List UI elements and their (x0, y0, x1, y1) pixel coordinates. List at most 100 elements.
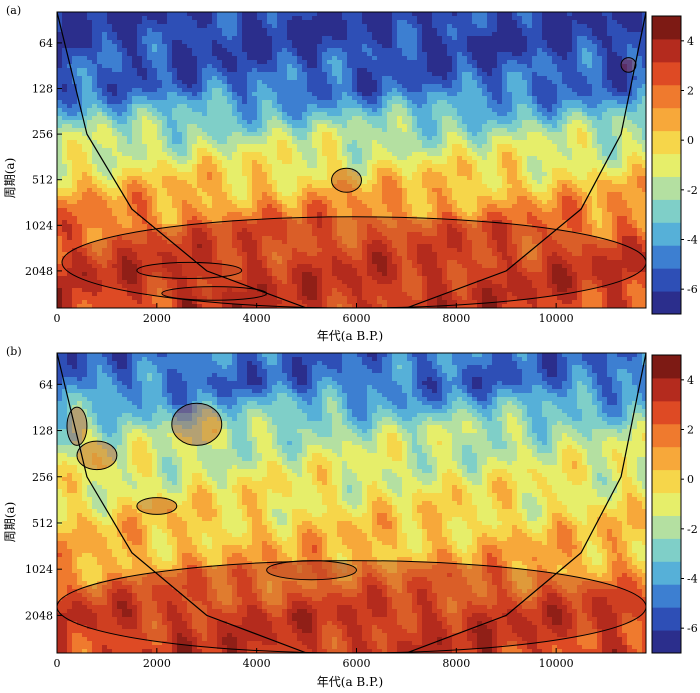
heatmap-cell (77, 180, 83, 185)
heatmap-cell (587, 72, 593, 77)
heatmap-cell (527, 80, 533, 85)
heatmap-cell (422, 128, 428, 133)
heatmap-cell (207, 64, 213, 69)
heatmap-cell (462, 136, 468, 141)
heatmap-cell (622, 68, 628, 73)
heatmap-cell (402, 120, 408, 125)
heatmap-cell (522, 28, 528, 33)
heatmap-cell (597, 40, 603, 45)
heatmap-cell (522, 40, 528, 45)
heatmap-cell (347, 80, 353, 85)
heatmap-cell (567, 144, 573, 149)
heatmap-cell (207, 60, 213, 65)
heatmap-cell (357, 20, 363, 25)
heatmap-cell (547, 28, 553, 33)
heatmap-cell (532, 20, 538, 25)
heatmap-cell (432, 176, 438, 181)
heatmap-cell (582, 148, 588, 153)
heatmap-cell (337, 108, 343, 113)
heatmap-cell (147, 144, 153, 149)
heatmap-cell (342, 104, 348, 109)
heatmap-cell (392, 72, 398, 77)
heatmap-cell (587, 84, 593, 89)
heatmap-cell (102, 156, 108, 161)
heatmap-cell (632, 92, 638, 97)
heatmap-cell (222, 124, 228, 129)
heatmap-cell (82, 140, 88, 145)
heatmap-cell (107, 76, 113, 81)
heatmap-cell (557, 144, 563, 149)
heatmap-cell (67, 84, 73, 89)
heatmap-cell (612, 116, 618, 121)
heatmap-cell (507, 160, 513, 165)
heatmap-cell (132, 156, 138, 161)
heatmap-cell (197, 24, 203, 29)
heatmap-cell (77, 148, 83, 153)
heatmap-cell (627, 72, 633, 77)
heatmap-cell (437, 164, 443, 169)
heatmap-cell (537, 68, 543, 73)
heatmap-cell (152, 164, 158, 169)
heatmap-cell (157, 80, 163, 85)
heatmap-cell (627, 56, 633, 61)
heatmap-cell (287, 56, 293, 61)
heatmap-cell (117, 108, 123, 113)
heatmap-cell (512, 156, 518, 161)
heatmap-cell (342, 120, 348, 125)
heatmap-cell (322, 128, 328, 133)
heatmap-cell (327, 168, 333, 173)
heatmap-cell (552, 144, 558, 149)
heatmap-cell (637, 176, 643, 181)
heatmap-cell (77, 32, 83, 37)
heatmap-cell (552, 40, 558, 45)
heatmap-cell (642, 176, 646, 181)
heatmap-cell (307, 124, 313, 129)
heatmap-cell (412, 68, 418, 73)
heatmap-cell (322, 156, 328, 161)
heatmap-cell (102, 116, 108, 121)
heatmap-cell (257, 68, 263, 73)
heatmap-cell (57, 96, 63, 101)
heatmap-cell (567, 52, 573, 57)
heatmap-cell (352, 160, 358, 165)
heatmap-cell (552, 92, 558, 97)
heatmap-cell (607, 128, 613, 133)
heatmap-cell (262, 164, 268, 169)
heatmap-cell (277, 64, 283, 69)
heatmap-cell (167, 16, 173, 21)
heatmap-cell (572, 12, 578, 17)
heatmap-cell (572, 88, 578, 93)
heatmap-cell (212, 152, 218, 157)
heatmap-cell (332, 112, 338, 117)
heatmap-cell (237, 76, 243, 81)
heatmap-cell (477, 128, 483, 133)
heatmap-cell (327, 148, 333, 153)
heatmap-cell (587, 160, 593, 165)
heatmap-cell (342, 48, 348, 53)
heatmap-cell (437, 136, 443, 141)
heatmap-cell (492, 124, 498, 129)
heatmap-cell (292, 32, 298, 37)
heatmap-cell (92, 84, 98, 89)
heatmap-cell (277, 60, 283, 65)
heatmap-cell (222, 128, 228, 133)
heatmap-cell (147, 24, 153, 29)
heatmap-cell (217, 132, 223, 137)
heatmap-cell (112, 128, 118, 133)
heatmap-cell (532, 84, 538, 89)
heatmap-cell (422, 24, 428, 29)
heatmap-cell (142, 16, 148, 21)
heatmap-cell (102, 144, 108, 149)
heatmap-cell (332, 60, 338, 65)
heatmap-cell (557, 80, 563, 85)
heatmap-cell (642, 108, 646, 113)
heatmap-cell (182, 136, 188, 141)
heatmap-cell (252, 160, 258, 165)
heatmap-cell (397, 52, 403, 57)
heatmap-cell (377, 108, 383, 113)
heatmap-cell (177, 56, 183, 61)
heatmap-cell (502, 84, 508, 89)
heatmap-cell (177, 68, 183, 73)
heatmap-cell (627, 112, 633, 117)
heatmap-cell (317, 52, 323, 57)
